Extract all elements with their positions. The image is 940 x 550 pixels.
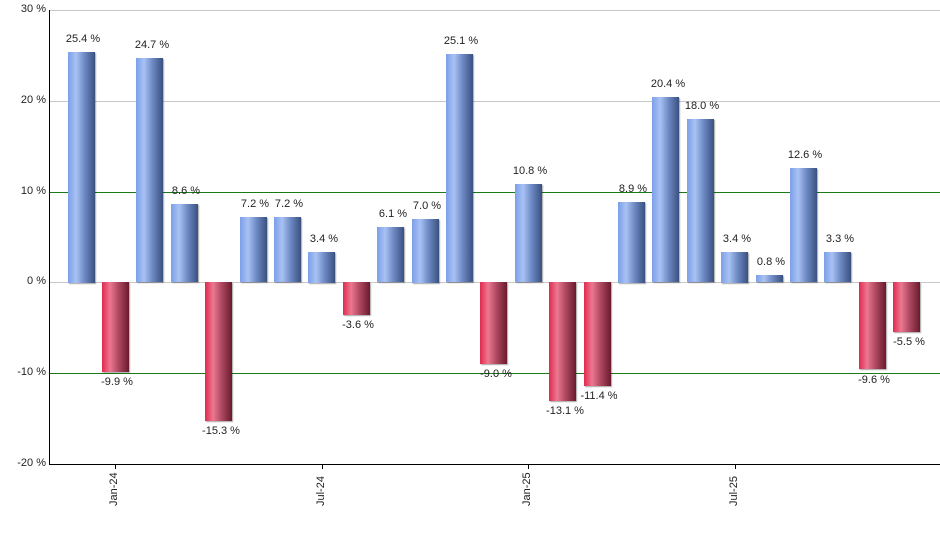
bar-value-label: 25.4 % — [65, 33, 101, 45]
bar-may-24 — [240, 217, 267, 282]
bar-jul-25 — [721, 252, 748, 283]
reference-line — [49, 192, 940, 193]
bar-value-label: -9.6 % — [858, 374, 890, 386]
bar-value-label: 25.1 % — [443, 35, 479, 47]
bar-value-label: 8.9 % — [618, 183, 648, 195]
bar-value-label: 3.4 % — [309, 233, 339, 245]
bar-nov-25 — [859, 282, 886, 369]
y-tick-label: -10 % — [17, 366, 46, 378]
bar-value-label: -15.3 % — [202, 425, 240, 437]
gridline — [49, 101, 940, 102]
x-tick-label: Jan-24 — [108, 472, 120, 506]
bar-value-label: -11.4 % — [580, 390, 618, 402]
x-tick-label: Jul-25 — [728, 476, 740, 506]
bar-aug-24 — [343, 282, 370, 315]
bar-value-label: 8.6 % — [171, 185, 201, 197]
bar-value-label: -5.5 % — [893, 336, 925, 348]
bar-apr-25 — [618, 202, 645, 283]
bar-feb-25 — [549, 282, 576, 401]
y-tick-label: 0 % — [27, 275, 46, 287]
bar-nov-24 — [446, 54, 473, 282]
bar-value-label: 18.0 % — [684, 100, 720, 112]
y-tick-label: 30 % — [20, 3, 46, 15]
reference-line — [49, 373, 940, 374]
gridline — [49, 10, 940, 11]
bar-value-label: -13.1 % — [546, 405, 584, 417]
bar-value-label: -3.6 % — [342, 319, 374, 331]
bar-dec-23 — [68, 52, 95, 283]
bar-value-label: 7.2 % — [274, 198, 304, 210]
x-tick-mark — [115, 464, 116, 469]
x-tick-label: Jul-24 — [315, 476, 327, 506]
bar-may-25 — [652, 97, 679, 282]
x-tick-mark — [322, 464, 323, 469]
bar-dec-24 — [480, 282, 507, 364]
bar-feb-24 — [136, 58, 163, 282]
bar-value-label: 3.4 % — [722, 233, 752, 245]
bar-value-label: 0.8 % — [756, 256, 786, 268]
y-tick-label: -20 % — [17, 457, 46, 469]
bar-jun-24 — [274, 217, 301, 282]
bar-value-label: 6.1 % — [378, 208, 408, 220]
bar-jan-24 — [102, 282, 129, 372]
bar-value-label: 12.6 % — [787, 149, 823, 161]
bar-dec-25 — [893, 282, 920, 332]
bar-jul-24 — [308, 252, 335, 283]
bar-mar-25 — [584, 282, 611, 386]
bar-aug-25 — [756, 275, 783, 282]
y-axis-line — [49, 10, 50, 464]
bar-value-label: 10.8 % — [512, 165, 548, 177]
bar-oct-25 — [824, 252, 851, 282]
y-tick-label: 20 % — [20, 94, 46, 106]
bar-value-label: 20.4 % — [650, 78, 686, 90]
x-tick-mark — [528, 464, 529, 469]
bar-apr-24 — [205, 282, 232, 421]
bar-value-label: 3.3 % — [825, 233, 855, 245]
x-axis-line — [49, 464, 940, 465]
bar-value-label: 7.0 % — [412, 200, 442, 212]
bar-sep-25 — [790, 168, 817, 282]
bar-mar-24 — [171, 204, 198, 282]
bar-jun-25 — [687, 119, 714, 282]
bar-value-label: -9.9 % — [101, 376, 133, 388]
y-tick-label: 10 % — [20, 185, 46, 197]
bar-jan-25 — [515, 184, 542, 282]
bar-value-label: -9.0 % — [480, 368, 512, 380]
bar-value-label: 7.2 % — [240, 198, 270, 210]
bar-value-label: 24.7 % — [134, 39, 170, 51]
x-tick-mark — [735, 464, 736, 469]
bar-sep-24 — [377, 227, 404, 282]
bar-oct-24 — [412, 219, 439, 283]
x-tick-label: Jan-25 — [521, 472, 533, 506]
